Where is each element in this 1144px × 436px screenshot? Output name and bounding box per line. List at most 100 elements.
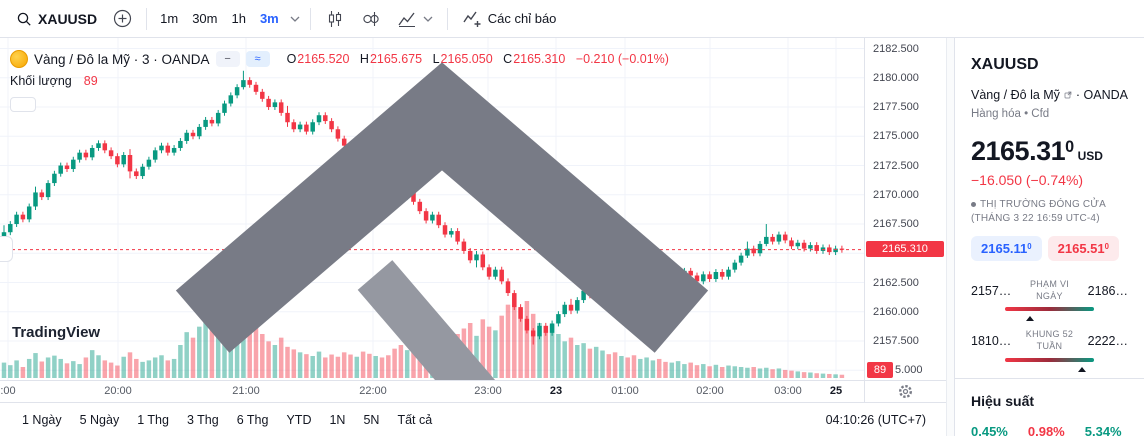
- price-main: 2165.31: [971, 136, 1066, 166]
- price-axis-label: 2182.500: [873, 42, 919, 55]
- close-value: 2165.310: [513, 52, 566, 66]
- market-status-dot: [971, 202, 976, 207]
- interval-button-1h[interactable]: 1h: [224, 5, 252, 33]
- bid-button[interactable]: 2165.110: [971, 236, 1042, 261]
- time-axis-label: 22:00: [359, 385, 387, 397]
- time-axis[interactable]: :00 20:00 21:00 22:00 23:00 23 01:00 02:00 03:00…: [0, 380, 864, 402]
- price-axis-label: 2180.000: [873, 71, 919, 84]
- hollow-candle-icon: [363, 11, 379, 26]
- legend-symbol-title[interactable]: Vàng / Đô la Mỹ · 3 · OANDA: [34, 51, 210, 67]
- performance-row: 0.45% 0.98% 5.34%: [971, 424, 1128, 436]
- low-label: L: [432, 52, 440, 66]
- volume-axis-badge: 89: [867, 362, 893, 379]
- interval-button-1m[interactable]: 1m: [153, 5, 185, 33]
- legend-minus-button[interactable]: −: [215, 51, 240, 67]
- week52-label: KHUNG 52 TUẦN: [1025, 329, 1074, 352]
- time-axis-label: 21:00: [232, 385, 260, 397]
- chart-bottom-bar: 1 Ngày 5 Ngày 1 Thg 3 Thg 6 Thg YTD 1N 5N Tất cả…: [0, 402, 946, 436]
- instrument-type: Hàng hóa • Cfd: [971, 108, 1050, 120]
- tradingview-watermark[interactable]: TradingView: [12, 324, 100, 341]
- price-axis-label: 2175.000: [873, 130, 919, 143]
- range-button[interactable]: 3 Thg: [179, 409, 227, 431]
- time-axis-label: 25: [829, 385, 843, 397]
- range-buttons: 1 Ngày 5 Ngày 1 Thg 3 Thg 6 Thg YTD 1N 5N Tất cả: [14, 409, 442, 431]
- volume-value: 89: [83, 74, 98, 88]
- main-area: Vàng / Đô la Mỹ · 3 · OANDA − ≈ O2165.52…: [0, 38, 1144, 436]
- time-axis-label: 23:00: [474, 385, 502, 397]
- chevron-up-icon: [175, 62, 709, 353]
- axis-corner: [864, 380, 946, 402]
- market-status-time: (THÁNG 3 22 16:59 UTC-4): [971, 213, 1100, 224]
- chart-settings-button[interactable]: [898, 384, 913, 399]
- ask-value: 2165.51: [1057, 241, 1105, 256]
- ask-sup-digit: 0: [1104, 242, 1109, 252]
- price-axis-label: 2157.500: [873, 335, 919, 348]
- indicators-button[interactable]: Các chỉ báo: [454, 5, 565, 33]
- left-panel-handle[interactable]: [0, 236, 496, 380]
- week52-high: 2222…: [1087, 334, 1128, 349]
- legend-collapse-button[interactable]: [10, 62, 709, 353]
- chart-section: Vàng / Đô la Mỹ · 3 · OANDA − ≈ O2165.52…: [0, 38, 946, 436]
- volume-label: Khối lượng: [10, 74, 72, 88]
- panel-price: 2165.310USD: [971, 136, 1128, 167]
- day-range-marker: [1025, 312, 1034, 322]
- legend-wave-button[interactable]: ≈: [245, 51, 270, 67]
- performance-title: Hiệu suất: [971, 392, 1035, 409]
- price-sup-digit: 0: [1065, 137, 1074, 156]
- day-range-high: 2186…: [1087, 283, 1128, 298]
- price-currency: USD: [1077, 149, 1103, 163]
- toolbar-separator: [309, 7, 311, 30]
- time-axis-label: 03:00: [774, 385, 802, 397]
- plus-circle-icon: [114, 9, 132, 28]
- performance-value: 5.34%: [1084, 423, 1122, 436]
- market-status-text: THỊ TRƯỜNG ĐÓNG CỬA: [980, 199, 1106, 210]
- interval-buttons: 1m 30m 1h 3m: [153, 5, 286, 33]
- area-chart-icon: [398, 12, 415, 27]
- day-range-low: 2157…: [971, 283, 1012, 298]
- range-button[interactable]: 6 Thg: [229, 409, 277, 431]
- range-button[interactable]: 1N: [321, 409, 353, 431]
- bid-ask-row: 2165.110 2165.510: [971, 236, 1128, 261]
- chart-plot[interactable]: Vàng / Đô la Mỹ · 3 · OANDA − ≈ O2165.52…: [0, 38, 864, 380]
- details-panel: XAUUSD Vàng / Đô la Mỹ · OANDA Hàng hóa …: [954, 38, 1144, 436]
- panel-symbol[interactable]: XAUUSD: [971, 56, 1039, 73]
- external-link-icon[interactable]: [1064, 89, 1072, 101]
- interval-button-3m[interactable]: 3m: [253, 5, 286, 33]
- low-value: 2165.050: [440, 52, 493, 66]
- ask-button[interactable]: 2165.510: [1047, 236, 1119, 261]
- top-toolbar: XAUUSD 1m 30m 1h 3m Các chỉ báo: [0, 0, 1144, 38]
- price-axis-label: 2167.500: [873, 218, 919, 231]
- interval-menu-button[interactable]: [286, 5, 304, 33]
- timezone-clock[interactable]: 04:10:26 (UTC+7): [820, 409, 932, 431]
- price-axis-label: 2170.000: [873, 188, 919, 201]
- week52-low: 1810…: [971, 334, 1012, 349]
- price-axis-label: 2160.000: [873, 305, 919, 318]
- price-axis-label: 2172.500: [873, 159, 919, 172]
- panel-scrollbar-gutter[interactable]: [946, 38, 954, 436]
- symbol-search-button[interactable]: XAUUSD: [8, 5, 105, 33]
- time-axis-label: 02:00: [696, 385, 724, 397]
- change-value: −0.210 (−0.01%): [575, 52, 669, 66]
- overlay-style-button[interactable]: [389, 5, 441, 33]
- chart-style-button[interactable]: [353, 5, 389, 33]
- candlestick-chart-icon: [328, 10, 341, 27]
- chart-type-button[interactable]: [317, 5, 353, 33]
- range-button[interactable]: Tất cả: [389, 409, 440, 431]
- toolbar-symbol: XAUUSD: [38, 10, 98, 27]
- interval-button-30m[interactable]: 30m: [185, 5, 224, 33]
- day-range-bar: [1005, 307, 1094, 322]
- add-symbol-button[interactable]: [105, 5, 140, 33]
- range-button[interactable]: 1 Ngày: [14, 409, 70, 431]
- price-axis[interactable]: 2182.500 2180.000 2177.500 2175.000 2172.500…: [864, 38, 946, 380]
- instrument-coin-icon: [10, 50, 28, 68]
- time-axis-label: 01:00: [611, 385, 639, 397]
- range-button[interactable]: 5 Ngày: [72, 409, 128, 431]
- market-status: THỊ TRƯỜNG ĐÓNG CỬA: [971, 199, 1128, 210]
- chevron-right-icon: [357, 260, 496, 380]
- range-button[interactable]: 5N: [355, 409, 387, 431]
- time-axis-label: 20:00: [104, 385, 132, 397]
- range-button[interactable]: YTD: [278, 409, 319, 431]
- range-button[interactable]: 1 Thg: [129, 409, 177, 431]
- time-axis-label: 23: [549, 385, 563, 397]
- time-axis-label: :00: [0, 385, 16, 397]
